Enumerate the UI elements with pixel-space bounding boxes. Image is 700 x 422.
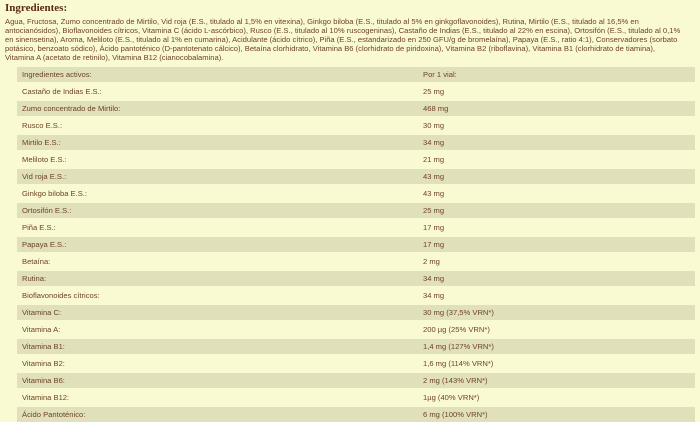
- ingredient-name: Piña E.S.:: [22, 223, 56, 232]
- ingredient-name: Papaya E.S.:: [22, 240, 67, 249]
- ingredient-amount: 43 mg: [423, 189, 445, 198]
- ingredient-amount: 2 mg (143% VRN*): [423, 376, 488, 385]
- ingredient-amount: 34 mg: [423, 291, 445, 300]
- ingredient-amount: 25 mg: [423, 87, 445, 96]
- ingredient-amount: 468 mg: [423, 104, 449, 113]
- ingredient-name: Betaína:: [22, 257, 51, 266]
- ingredient-amount: 200 µg (25% VRN*): [423, 325, 490, 334]
- ingredient-amount: 25 mg: [423, 206, 445, 215]
- ingredient-amount: 21 mg: [423, 155, 445, 164]
- ingredient-amount: 17 mg: [423, 223, 445, 232]
- ingredient-name: Ortosifón E.S.:: [22, 206, 72, 215]
- ingredient-name: Vitamina B6:: [22, 376, 65, 385]
- column-header-ingredient: Ingredientes activos:: [22, 70, 92, 79]
- ingredient-name: Rutina:: [22, 274, 47, 283]
- ingredient-amount: 43 mg: [423, 172, 445, 181]
- table-row: Vitamina C: 30 mg (37,5% VRN*): [17, 305, 695, 320]
- table-row: Vitamina B6: 2 mg (143% VRN*): [17, 373, 695, 388]
- ingredient-amount: 17 mg: [423, 240, 445, 249]
- table-row: Piña E.S.: 17 mg: [17, 220, 695, 235]
- active-ingredients-table: Ingredientes activos: Por 1 vial: Castañ…: [17, 67, 695, 422]
- ingredient-amount: 1,4 mg (127% VRN*): [423, 342, 494, 351]
- table-row: Zumo concentrado de Mirtilo: 468 mg: [17, 101, 695, 116]
- ingredient-amount: 34 mg: [423, 274, 445, 283]
- ingredient-name: Vitamina B2:: [22, 359, 65, 368]
- table-row: Vid roja E.S.: 43 mg: [17, 169, 695, 184]
- ingredient-amount: 30 mg: [423, 121, 445, 130]
- ingredient-amount: 2 mg: [423, 257, 440, 266]
- ingredient-name: Vitamina B1:: [22, 342, 65, 351]
- table-row: Rusco E.S.: 30 mg: [17, 118, 695, 133]
- ingredient-name: Bioflavonoides cítricos:: [22, 291, 100, 300]
- ingredient-name: Vitamina C:: [22, 308, 62, 317]
- table-row: Vitamina A: 200 µg (25% VRN*): [17, 322, 695, 337]
- table-row: Ginkgo biloba E.S.: 43 mg: [17, 186, 695, 201]
- table-row: Bioflavonoides cítricos: 34 mg: [17, 288, 695, 303]
- ingredient-name: Vitamina B12:: [22, 393, 70, 402]
- ingredient-amount: 34 mg: [423, 138, 445, 147]
- table-row: Ortosifón E.S.: 25 mg: [17, 203, 695, 218]
- table-header-row: Ingredientes activos: Por 1 vial:: [17, 67, 695, 82]
- ingredient-name: Vid roja E.S.:: [22, 172, 67, 181]
- page-title: Ingredientes:: [5, 2, 68, 14]
- ingredient-name: Castaño de Indias E.S.:: [22, 87, 102, 96]
- table-row: Mirtilo E.S.: 34 mg: [17, 135, 695, 150]
- table-body: Castaño de Indias E.S.: 25 mg Zumo conce…: [17, 84, 695, 422]
- ingredient-name: Vitamina A:: [22, 325, 61, 334]
- table-row: Betaína: 2 mg: [17, 254, 695, 269]
- table-row: Vitamina B1: 1,4 mg (127% VRN*): [17, 339, 695, 354]
- ingredients-paragraph: Agua, Fructosa, Zumo concentrado de Mirt…: [5, 17, 681, 62]
- table-row: Vitamina B12: 1µg (40% VRN*): [17, 390, 695, 405]
- table-row: Papaya E.S.: 17 mg: [17, 237, 695, 252]
- table-row: Vitamina B2: 1,6 mg (114% VRN*): [17, 356, 695, 371]
- ingredient-amount: 30 mg (37,5% VRN*): [423, 308, 494, 317]
- column-header-amount: Por 1 vial:: [423, 70, 457, 79]
- ingredient-amount: 1µg (40% VRN*): [423, 393, 480, 402]
- table-row: Castaño de Indias E.S.: 25 mg: [17, 84, 695, 99]
- ingredient-name: Zumo concentrado de Mirtilo:: [22, 104, 121, 113]
- ingredient-name: Mirtilo E.S.:: [22, 138, 61, 147]
- ingredient-name: Rusco E.S.:: [22, 121, 63, 130]
- table-row: Meliloto E.S.: 21 mg: [17, 152, 695, 167]
- ingredient-name: Ginkgo biloba E.S.:: [22, 189, 88, 198]
- ingredient-amount: 1,6 mg (114% VRN*): [423, 359, 494, 368]
- table-row: Rutina: 34 mg: [17, 271, 695, 286]
- ingredient-name: Meliloto E.S.:: [22, 155, 67, 164]
